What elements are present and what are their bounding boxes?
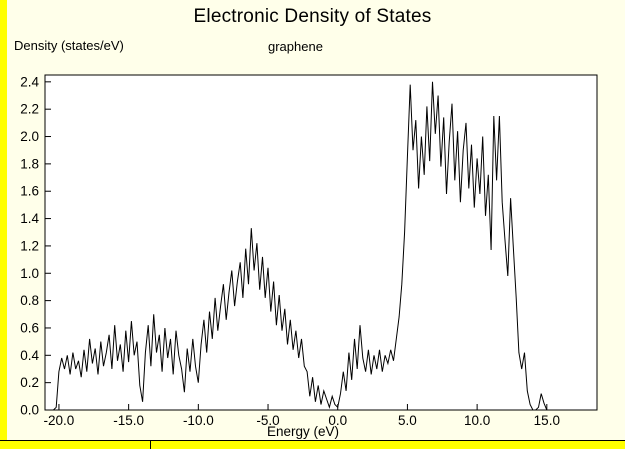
y-tick-label: 1.4 <box>20 211 39 226</box>
y-tick-label: 1.0 <box>20 266 39 281</box>
y-tick-label: 0.8 <box>20 293 39 308</box>
y-tick-label: 1.2 <box>20 238 39 253</box>
y-tick-label: 0.0 <box>20 403 39 418</box>
x-axis-label: Energy (eV) <box>266 424 340 439</box>
x-tick-label: 0.0 <box>328 413 347 428</box>
border-separator <box>150 441 151 449</box>
x-tick-label: 5.0 <box>398 413 417 428</box>
y-tick-label: 2.4 <box>20 74 39 89</box>
y-tick-label: 1.6 <box>20 184 39 199</box>
window-border-left <box>0 0 7 449</box>
plot-area <box>44 74 598 411</box>
y-tick-label: 1.8 <box>20 156 39 171</box>
x-tick-label: -10.0 <box>183 413 214 428</box>
bottom-divider-line <box>0 440 625 441</box>
y-tick-label: 2.2 <box>20 102 39 117</box>
y-tick-label: 0.2 <box>20 375 39 390</box>
chart-title: Electronic Density of States <box>193 6 432 27</box>
x-tick-label: -5.0 <box>256 413 279 428</box>
chart-subtitle: graphene <box>268 39 323 54</box>
y-tick-label: 2.0 <box>20 129 39 144</box>
x-tick-label: -15.0 <box>113 413 144 428</box>
y-axis-title: Density (states/eV) <box>14 38 124 53</box>
x-tick-label: 15.0 <box>534 413 560 428</box>
window-border-bottom <box>0 441 625 449</box>
y-tick-label: 0.4 <box>20 348 39 363</box>
y-tick-label: 0.6 <box>20 320 39 335</box>
x-tick-label: 10.0 <box>464 413 490 428</box>
dos-curve <box>53 81 553 411</box>
x-tick-label: -20.0 <box>44 413 75 428</box>
